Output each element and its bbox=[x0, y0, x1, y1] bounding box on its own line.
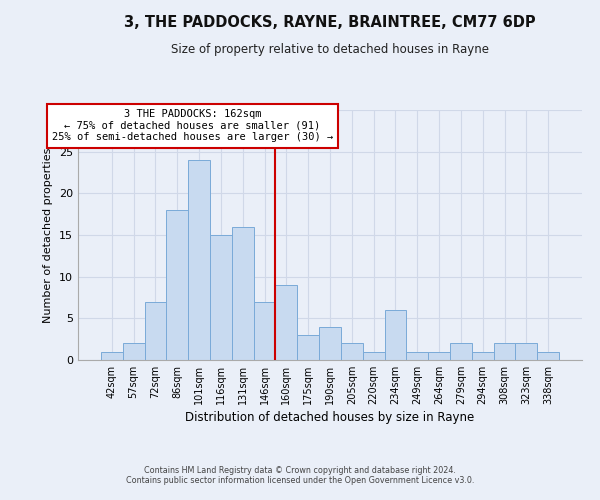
Bar bbox=[123, 344, 145, 360]
Bar bbox=[363, 352, 385, 360]
Bar bbox=[385, 310, 406, 360]
Bar bbox=[428, 352, 450, 360]
Text: Size of property relative to detached houses in Rayne: Size of property relative to detached ho… bbox=[171, 42, 489, 56]
Bar bbox=[210, 235, 232, 360]
Bar bbox=[341, 344, 363, 360]
Bar bbox=[406, 352, 428, 360]
Bar bbox=[450, 344, 472, 360]
Bar bbox=[494, 344, 515, 360]
Bar bbox=[537, 352, 559, 360]
X-axis label: Distribution of detached houses by size in Rayne: Distribution of detached houses by size … bbox=[185, 411, 475, 424]
Bar bbox=[515, 344, 537, 360]
Bar bbox=[275, 285, 297, 360]
Text: Contains HM Land Registry data © Crown copyright and database right 2024.
Contai: Contains HM Land Registry data © Crown c… bbox=[126, 466, 474, 485]
Text: 3, THE PADDOCKS, RAYNE, BRAINTREE, CM77 6DP: 3, THE PADDOCKS, RAYNE, BRAINTREE, CM77 … bbox=[124, 15, 536, 30]
Bar bbox=[145, 302, 166, 360]
Bar bbox=[166, 210, 188, 360]
Bar bbox=[254, 302, 275, 360]
Bar bbox=[232, 226, 254, 360]
Bar bbox=[188, 160, 210, 360]
Text: 3 THE PADDOCKS: 162sqm
← 75% of detached houses are smaller (91)
25% of semi-det: 3 THE PADDOCKS: 162sqm ← 75% of detached… bbox=[52, 109, 333, 142]
Y-axis label: Number of detached properties: Number of detached properties bbox=[43, 148, 53, 322]
Bar bbox=[297, 335, 319, 360]
Bar bbox=[319, 326, 341, 360]
Bar bbox=[101, 352, 123, 360]
Bar bbox=[472, 352, 494, 360]
